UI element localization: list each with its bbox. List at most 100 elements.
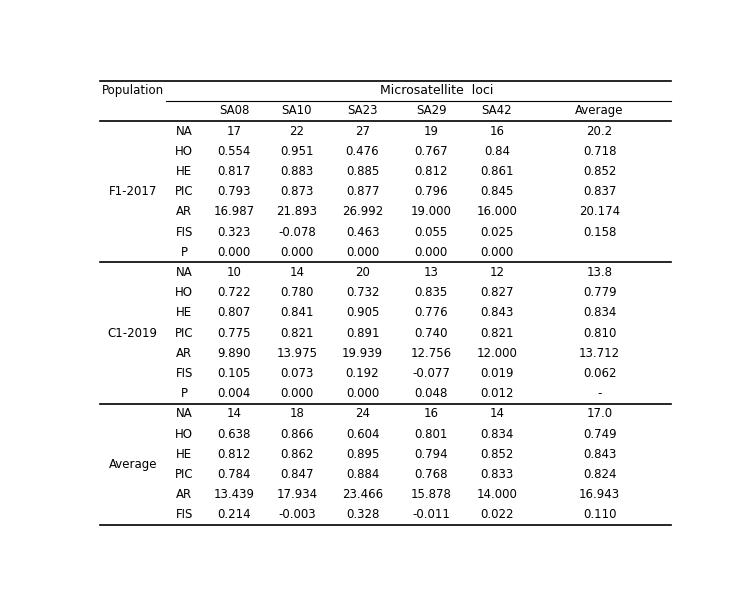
Text: 14.000: 14.000 [476,488,517,501]
Text: 0.000: 0.000 [346,387,379,400]
Text: 12: 12 [490,266,505,279]
Text: Average: Average [108,458,157,471]
Text: SA23: SA23 [347,104,378,117]
Text: 15.878: 15.878 [411,488,451,501]
Text: 0.780: 0.780 [280,286,314,299]
Text: AR: AR [176,205,192,218]
Text: 0.905: 0.905 [346,306,379,320]
Text: 0.834: 0.834 [480,428,514,440]
Text: -0.077: -0.077 [412,367,450,380]
Text: 0.843: 0.843 [480,306,514,320]
Text: 19.939: 19.939 [342,347,383,360]
Text: 0.847: 0.847 [280,468,314,481]
Text: 24: 24 [355,408,370,420]
Text: 13.975: 13.975 [277,347,317,360]
Text: HE: HE [176,448,192,461]
Text: 10: 10 [226,266,241,279]
Text: 14: 14 [290,266,305,279]
Text: NA: NA [176,124,193,137]
Text: 17.934: 17.934 [276,488,317,501]
Text: FIS: FIS [175,508,193,521]
Text: 0.776: 0.776 [414,306,448,320]
Text: 0.834: 0.834 [583,306,617,320]
Text: 0.891: 0.891 [346,327,379,340]
Text: 12.756: 12.756 [411,347,452,360]
Text: 0.779: 0.779 [583,286,617,299]
Text: 12.000: 12.000 [476,347,517,360]
Text: 0.833: 0.833 [480,468,514,481]
Text: 0.884: 0.884 [346,468,379,481]
Text: 0.895: 0.895 [346,448,379,461]
Text: 22: 22 [290,124,305,137]
Text: 0.214: 0.214 [217,508,251,521]
Text: 0.812: 0.812 [414,165,448,178]
Text: 16: 16 [423,408,438,420]
Text: P: P [180,387,187,400]
Text: 0.877: 0.877 [346,185,379,198]
Text: P: P [180,246,187,259]
Text: 16.000: 16.000 [476,205,517,218]
Text: SA29: SA29 [416,104,447,117]
Text: 0.000: 0.000 [480,246,514,259]
Text: 13.712: 13.712 [579,347,620,360]
Text: -0.003: -0.003 [278,508,316,521]
Text: FIS: FIS [175,367,193,380]
Text: Population: Population [102,84,164,97]
Text: 0.022: 0.022 [480,508,514,521]
Text: 0.852: 0.852 [583,165,617,178]
Text: 0.883: 0.883 [280,165,314,178]
Text: 18: 18 [290,408,305,420]
Text: 0.794: 0.794 [414,448,448,461]
Text: AR: AR [176,488,192,501]
Text: 13.439: 13.439 [214,488,254,501]
Text: 0.767: 0.767 [414,145,448,158]
Text: 0.323: 0.323 [217,226,250,239]
Text: HE: HE [176,306,192,320]
Text: 0.055: 0.055 [414,226,447,239]
Text: 0.835: 0.835 [414,286,447,299]
Text: 0.861: 0.861 [480,165,514,178]
Text: 0.775: 0.775 [217,327,251,340]
Text: 16.987: 16.987 [214,205,255,218]
Text: 0.817: 0.817 [217,165,251,178]
Text: 0.004: 0.004 [217,387,250,400]
Text: 0.807: 0.807 [217,306,250,320]
Text: SA42: SA42 [481,104,512,117]
Text: 0.784: 0.784 [217,468,251,481]
Text: 0.062: 0.062 [583,367,617,380]
Text: 0.873: 0.873 [280,185,314,198]
Text: 0.84: 0.84 [484,145,510,158]
Text: 14: 14 [490,408,505,420]
Text: 19: 19 [423,124,438,137]
Text: 0.192: 0.192 [346,367,379,380]
Text: FIS: FIS [175,226,193,239]
Text: 13: 13 [423,266,438,279]
Text: -0.078: -0.078 [278,226,316,239]
Text: 0.841: 0.841 [280,306,314,320]
Text: Average: Average [575,104,624,117]
Text: 0.862: 0.862 [280,448,314,461]
Text: 20.2: 20.2 [587,124,613,137]
Text: 0.837: 0.837 [583,185,617,198]
Text: 0.885: 0.885 [346,165,379,178]
Text: 0.000: 0.000 [280,246,314,259]
Text: 0.821: 0.821 [280,327,314,340]
Text: AR: AR [176,347,192,360]
Text: 0.463: 0.463 [346,226,379,239]
Text: SA08: SA08 [219,104,249,117]
Text: 0.158: 0.158 [583,226,617,239]
Text: 0.638: 0.638 [217,428,250,440]
Text: PIC: PIC [174,327,193,340]
Text: 0.866: 0.866 [280,428,314,440]
Text: 0.768: 0.768 [414,468,448,481]
Text: 0.000: 0.000 [346,246,379,259]
Text: HO: HO [175,145,193,158]
Text: 17: 17 [226,124,241,137]
Text: 0.824: 0.824 [583,468,617,481]
Text: HO: HO [175,286,193,299]
Text: 14: 14 [226,408,241,420]
Text: 0.852: 0.852 [480,448,514,461]
Text: HE: HE [176,165,192,178]
Text: NA: NA [176,408,193,420]
Text: 0.073: 0.073 [280,367,314,380]
